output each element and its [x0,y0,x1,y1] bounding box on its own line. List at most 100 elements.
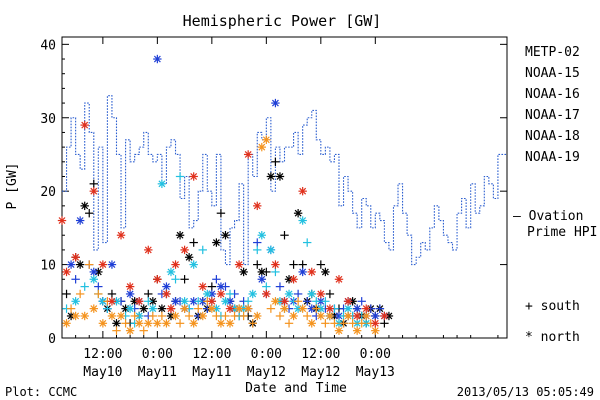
north-point [189,319,198,328]
north-point [116,231,126,240]
north-point [207,304,217,313]
south-point [357,297,366,306]
north-point [57,216,67,225]
south-point [180,275,189,284]
north-point [157,179,167,189]
north-point [207,297,217,306]
south-point [66,304,76,313]
north-point [148,304,158,313]
y-axis-label: P [GW] [5,163,20,210]
south-point [139,326,148,335]
series-noaa-15 [66,54,389,321]
south-point [216,208,226,218]
south-point [248,319,257,328]
south-point [321,297,330,306]
south-point [266,304,276,313]
north-point [107,297,117,306]
y-axis-ticks: 0 10 20 30 40 [40,38,507,347]
north-point [325,311,335,321]
north-point [316,289,326,299]
series-noaa-18 [62,135,380,335]
north-point [198,282,207,291]
north-point [266,172,276,181]
north-point [243,150,253,159]
north-point [162,282,171,291]
north-point [171,311,180,321]
north-point [166,267,176,277]
x-tick-date: May12 [247,365,286,380]
north-point [66,260,76,269]
north-point [134,297,144,306]
north-point [257,231,266,240]
south-point [171,275,180,284]
north-point [343,297,353,306]
x-tick-time: 12:00 [301,347,340,362]
north-point [289,311,298,321]
north-point [239,267,248,277]
south-point [275,282,285,291]
north-point [284,289,294,299]
y-tick-label: 20 [40,185,56,200]
north-point [162,319,171,328]
north-point [221,231,230,240]
north-point [189,172,198,181]
data-markers [57,54,394,335]
south-point [94,282,103,291]
south-point [330,319,339,328]
south-point [194,297,203,306]
north-point [298,267,307,277]
north-point [125,282,135,291]
south-point [184,311,194,321]
north-point [203,289,212,299]
south-point [194,304,203,313]
south-point [103,304,112,313]
south-point [348,319,357,328]
x-axis-ticks: 12:00 May10 0:00 May11 12:00 May11 0:00 May12 12… [75,37,499,380]
north-point [175,231,185,240]
north-point [212,238,221,247]
south-point [144,297,153,306]
x-tick-date: May13 [356,365,395,380]
south-point [207,282,217,291]
south-point [230,311,239,321]
south-point [289,260,298,269]
north-point [298,186,307,196]
x-axis-label: Date and Time [245,381,347,396]
x-tick-time: 0:00 [142,347,173,362]
north-point [80,311,89,321]
north-point [148,297,158,306]
north-point [271,260,280,269]
south-point [239,311,248,321]
north-point [125,289,135,299]
south-point [221,282,230,291]
south-point [94,289,103,299]
north-point [184,253,194,262]
north-point [307,319,316,328]
south-point [130,311,139,321]
y-tick-label: 0 [48,332,56,347]
south-point [316,260,326,269]
south-point [212,311,221,321]
north-point [180,245,189,255]
south-point [107,289,117,299]
south-point [175,172,185,181]
north-point [89,304,98,313]
north-point [75,260,85,269]
south-point [212,275,221,284]
north-point [139,304,148,313]
south-point [293,289,303,299]
x-tick-date: May11 [192,365,231,380]
ovation-hpi-line [62,95,507,266]
north-point [134,319,144,328]
legend-entry: NOAA-17 [525,108,580,123]
x-tick-date: May11 [138,365,177,380]
south-point [303,297,312,306]
north-point [98,260,108,269]
north-point [248,289,257,299]
south-point [221,311,230,321]
north-point [371,319,380,328]
north-point [75,216,85,225]
south-point [275,311,285,321]
north-point [216,282,226,291]
